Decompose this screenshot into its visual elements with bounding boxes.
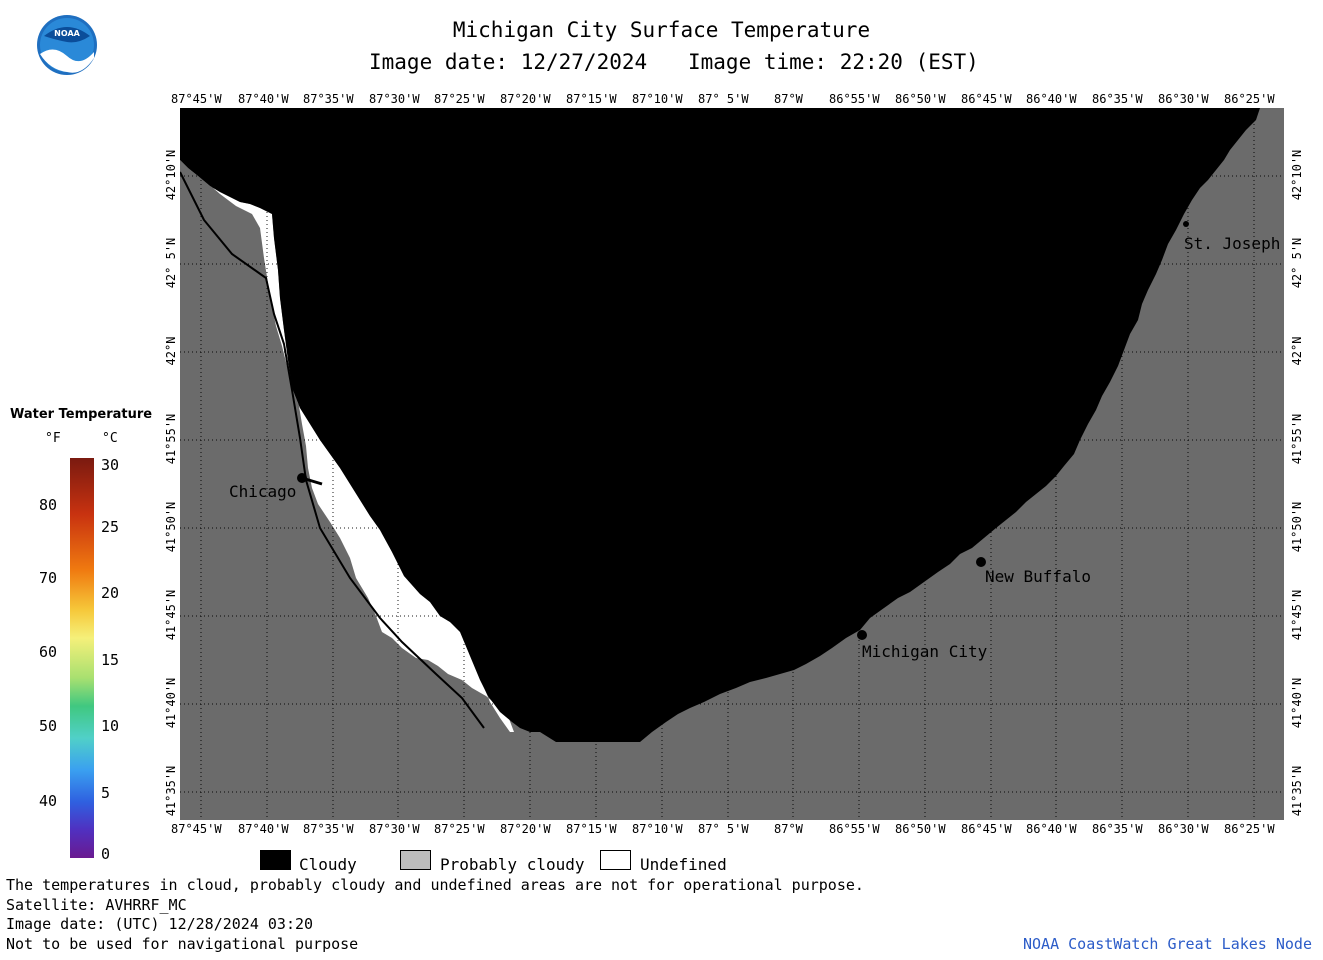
lon-bottom-10: 86°55'W — [829, 822, 880, 836]
c-tick-25: 25 — [101, 518, 120, 536]
legend-probably-cloudy-swatch — [400, 850, 431, 870]
michigan-city-marker — [857, 630, 867, 640]
lat-left-4: 41°50'N — [164, 501, 178, 553]
lon-bottom-5: 87°20'W — [500, 822, 551, 836]
place-st-joseph: St. Joseph — [1184, 234, 1281, 253]
footer-nav-warning: Not to be used for navigational purpose — [6, 935, 359, 953]
c-tick-10: 10 — [101, 717, 120, 735]
lat-right-5: 41°45'N — [1290, 589, 1304, 641]
legend-probably-cloudy-label: Probably cloudy — [440, 855, 585, 874]
noaa-logo: NOAA — [36, 14, 98, 76]
graticule — [180, 108, 1284, 820]
lon-bottom-15: 86°30'W — [1158, 822, 1209, 836]
lon-bottom-14: 86°35'W — [1092, 822, 1143, 836]
lon-bottom-3: 87°30'W — [369, 822, 420, 836]
colorbar-gradient — [70, 458, 94, 858]
place-new-buffalo: New Buffalo — [985, 567, 1091, 586]
shoreline — [180, 171, 485, 729]
lat-right-2: 42°N — [1290, 336, 1304, 366]
noaa-logo-icon: NOAA — [37, 15, 97, 75]
image-time: Image time: 22:20 (EST) — [688, 50, 979, 74]
f-tick-40: 40 — [39, 792, 58, 810]
footer-utc-date: Image date: (UTC) 12/28/2024 03:20 — [6, 915, 314, 933]
lon-top-4: 87°25'W — [434, 92, 485, 106]
lon-top-6: 87°15'W — [566, 92, 617, 106]
f-tick-70: 70 — [39, 569, 58, 587]
st-joseph-marker — [1183, 221, 1189, 227]
lon-top-15: 86°30'W — [1158, 92, 1209, 106]
lon-top-11: 86°50'W — [895, 92, 946, 106]
lon-top-9: 87°W — [774, 92, 803, 106]
lon-top-16: 86°25'W — [1224, 92, 1275, 106]
lon-bottom-13: 86°40'W — [1026, 822, 1077, 836]
lon-top-13: 86°40'W — [1026, 92, 1077, 106]
place-michigan-city: Michigan City — [862, 642, 988, 661]
colorbar-title: Water Temperature — [10, 407, 153, 422]
legend-undefined-label: Undefined — [640, 855, 727, 874]
lat-right-1: 42° 5'N — [1290, 237, 1304, 289]
lat-right-4: 41°50'N — [1290, 501, 1304, 553]
footer-note: The temperatures in cloud, probably clou… — [6, 876, 864, 894]
lon-bottom-11: 86°50'W — [895, 822, 946, 836]
lat-right-7: 41°35'N — [1290, 765, 1304, 817]
footer-credit: NOAA CoastWatch Great Lakes Node — [1023, 935, 1312, 953]
legend-cloudy-swatch — [260, 850, 291, 870]
lon-bottom-0: 87°45'W — [171, 822, 222, 836]
lat-right-6: 41°40'N — [1290, 677, 1304, 729]
lon-bottom-12: 86°45'W — [961, 822, 1012, 836]
lon-top-14: 86°35'W — [1092, 92, 1143, 106]
lat-left-2: 42°N — [164, 336, 178, 366]
lon-bottom-8: 87° 5'W — [698, 822, 749, 836]
lon-bottom-16: 86°25'W — [1224, 822, 1275, 836]
lat-left-7: 41°35'N — [164, 765, 178, 817]
new-buffalo-marker — [976, 557, 986, 567]
lon-bottom-4: 87°25'W — [434, 822, 485, 836]
lat-left-5: 41°45'N — [164, 589, 178, 641]
f-tick-80: 80 — [39, 496, 58, 514]
lon-bottom-7: 87°10'W — [632, 822, 683, 836]
page-title: Michigan City Surface Temperature — [452, 18, 871, 42]
c-tick-20: 20 — [101, 584, 120, 602]
colorbar-unit-c: °C — [102, 431, 118, 446]
lon-top-3: 87°30'W — [369, 92, 420, 106]
c-tick-0: 0 — [101, 845, 111, 863]
lat-left-0: 42°10'N — [164, 149, 178, 201]
legend-cloudy-label: Cloudy — [299, 855, 357, 874]
lon-top-12: 86°45'W — [961, 92, 1012, 106]
legend-undefined-swatch — [600, 850, 631, 870]
lon-top-1: 87°40'W — [238, 92, 289, 106]
c-tick-30: 30 — [101, 456, 120, 474]
lat-left-6: 41°40'N — [164, 677, 178, 729]
lon-bottom-2: 87°35'W — [303, 822, 354, 836]
lon-bottom-9: 87°W — [774, 822, 803, 836]
logo-text: NOAA — [54, 29, 80, 38]
lon-top-8: 87° 5'W — [698, 92, 749, 106]
map-panel — [180, 108, 1284, 820]
lon-top-5: 87°20'W — [500, 92, 551, 106]
lon-bottom-1: 87°40'W — [238, 822, 289, 836]
lon-top-10: 86°55'W — [829, 92, 880, 106]
c-tick-5: 5 — [101, 784, 111, 802]
cloudy-area — [180, 108, 1260, 742]
chicago-pier — [301, 476, 323, 486]
image-date: Image date: 12/27/2024 — [369, 50, 648, 74]
footer-satellite: Satellite: AVHRRF_MC — [6, 896, 187, 914]
place-chicago: Chicago — [229, 482, 297, 501]
colorbar-unit-f: °F — [45, 431, 61, 446]
lon-top-7: 87°10'W — [632, 92, 683, 106]
f-tick-50: 50 — [39, 717, 58, 735]
lat-left-1: 42° 5'N — [164, 237, 178, 289]
lon-top-0: 87°45'W — [171, 92, 222, 106]
lat-left-3: 41°55'N — [164, 413, 178, 465]
lat-right-3: 41°55'N — [1290, 413, 1304, 465]
f-tick-60: 60 — [39, 643, 58, 661]
lat-right-0: 42°10'N — [1290, 149, 1304, 201]
lon-top-2: 87°35'W — [303, 92, 354, 106]
lon-bottom-6: 87°15'W — [566, 822, 617, 836]
c-tick-15: 15 — [101, 651, 120, 669]
